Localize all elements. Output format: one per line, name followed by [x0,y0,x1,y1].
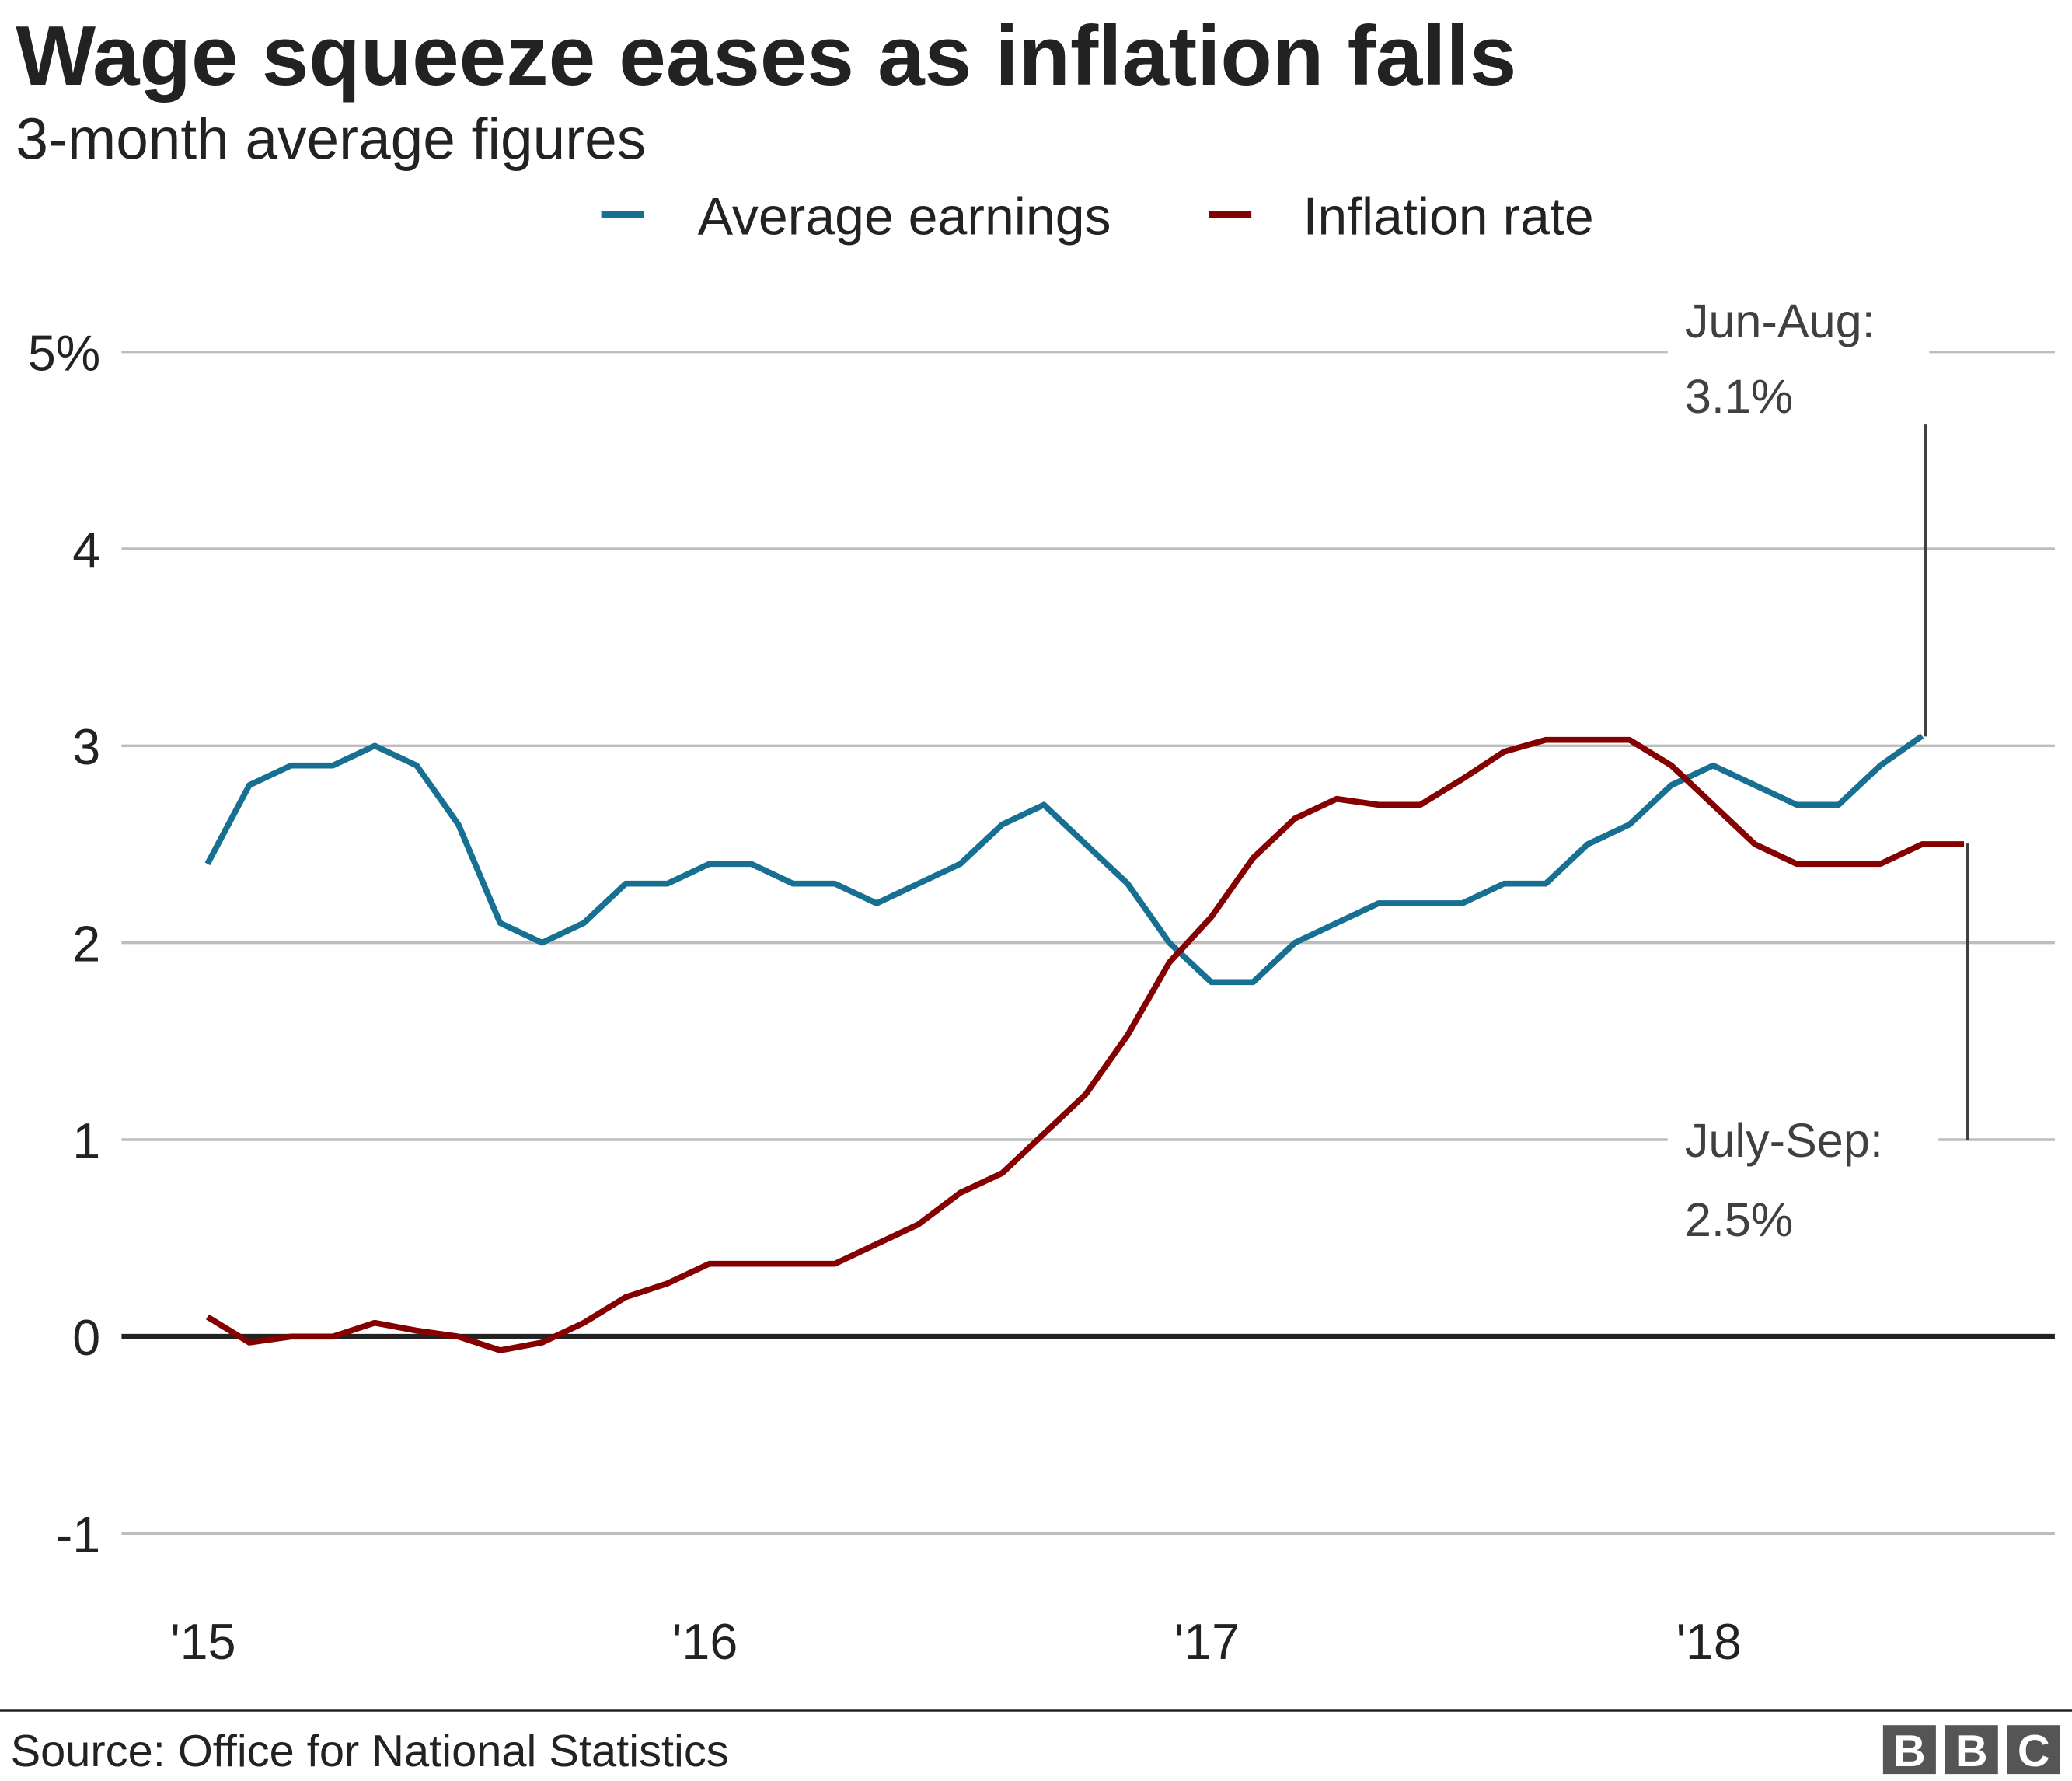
legend-label-inflation: Inflation rate [1303,187,1593,246]
annotation-earnings-line1: Jun-Aug: [1685,295,1875,347]
x-tick-label: '16 [672,1614,738,1670]
y-tick-label: -1 [56,1507,100,1563]
y-tick-label: 3 [72,719,100,775]
y-tick-label: 4 [72,522,100,578]
source-note: Source: Office for National Statistics [11,1727,729,1776]
y-tick-label: 2 [72,916,100,972]
x-tick-label: '17 [1174,1614,1240,1670]
chart-subtitle: 3-month average figures [16,106,646,171]
x-tick-label: '18 [1676,1614,1742,1670]
legend: Average earnings Inflation rate [601,187,1594,246]
y-tick-label: 1 [72,1113,100,1169]
chart-title: Wage squeeze eases as inflation falls [16,9,1516,103]
svg-text:B: B [1955,1727,1988,1776]
legend-label-earnings: Average earnings [698,187,1111,246]
bbc-logo: B B C [1882,1725,2060,1776]
annotation-inflation-line1: July-Sep: [1685,1114,1883,1167]
annotation-inflation-line2: 2.5% [1685,1193,1793,1246]
series-line-earnings [204,733,1924,986]
y-tick-label: 0 [72,1310,100,1366]
annotation-earnings-line2: 3.1% [1685,370,1793,423]
svg-text:C: C [2018,1727,2050,1776]
y-tick-label: 5% [28,325,100,381]
series-line-inflation [205,736,1965,1353]
x-tick-label: '15 [170,1614,235,1670]
svg-text:B: B [1893,1727,1926,1776]
